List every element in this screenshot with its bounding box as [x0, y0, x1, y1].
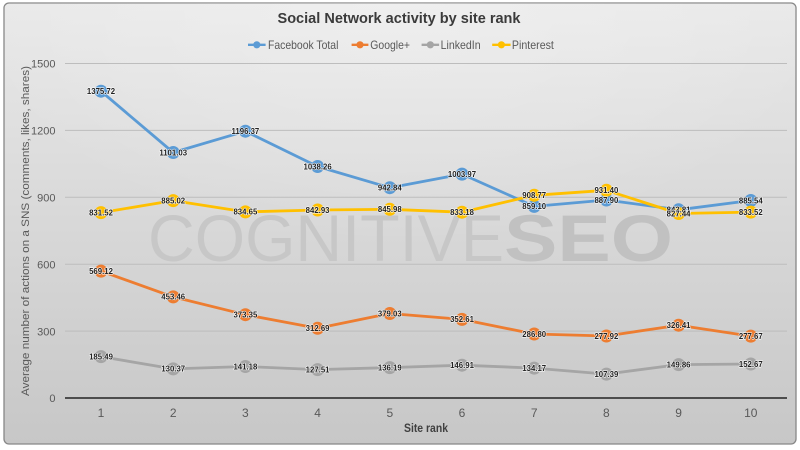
svg-text:831.52: 831.52: [89, 208, 114, 217]
svg-text:149.86: 149.86: [667, 360, 692, 369]
svg-text:0: 0: [49, 393, 55, 405]
svg-text:6: 6: [459, 406, 466, 420]
svg-text:885.54: 885.54: [739, 196, 764, 205]
svg-text:373.35: 373.35: [233, 311, 258, 320]
svg-text:LinkedIn: LinkedIn: [441, 38, 481, 52]
svg-text:842.93: 842.93: [306, 206, 331, 215]
svg-text:4: 4: [314, 406, 321, 420]
svg-text:141.18: 141.18: [233, 362, 258, 371]
svg-text:1375.72: 1375.72: [87, 87, 116, 96]
svg-text:Site rank: Site rank: [404, 421, 448, 435]
svg-text:833.52: 833.52: [739, 208, 764, 217]
svg-text:859.10: 859.10: [522, 202, 547, 211]
svg-text:834.65: 834.65: [233, 208, 258, 217]
svg-text:5: 5: [386, 406, 393, 420]
svg-text:152.67: 152.67: [739, 360, 763, 369]
svg-text:10: 10: [744, 406, 758, 420]
svg-text:326.41: 326.41: [667, 321, 692, 330]
svg-text:379.03: 379.03: [378, 309, 403, 318]
svg-text:130.37: 130.37: [161, 365, 185, 374]
svg-text:Average number of actions on a: Average number of actions on a SNS (comm…: [20, 66, 32, 396]
svg-text:SEO: SEO: [504, 201, 673, 275]
svg-text:1038.26: 1038.26: [304, 162, 333, 171]
svg-text:1200: 1200: [31, 126, 55, 138]
svg-text:146.91: 146.91: [450, 361, 475, 370]
svg-text:600: 600: [37, 259, 55, 271]
svg-text:1003.97: 1003.97: [448, 170, 476, 179]
svg-text:885.02: 885.02: [161, 196, 186, 205]
svg-text:300: 300: [37, 326, 55, 338]
svg-text:7: 7: [531, 406, 538, 420]
svg-text:107.39: 107.39: [594, 370, 619, 379]
svg-text:127.51: 127.51: [306, 365, 331, 374]
svg-text:134.17: 134.17: [522, 364, 546, 373]
svg-text:Social Network activity by sit: Social Network activity by site rank: [278, 10, 522, 27]
svg-text:185.49: 185.49: [89, 352, 114, 361]
svg-text:8: 8: [603, 406, 610, 420]
svg-text:931.40: 931.40: [594, 186, 619, 195]
svg-text:827.44: 827.44: [667, 209, 692, 218]
svg-text:908.77: 908.77: [522, 191, 546, 200]
svg-text:312.69: 312.69: [306, 324, 331, 333]
svg-text:1500: 1500: [31, 59, 55, 71]
svg-text:3: 3: [242, 406, 249, 420]
svg-text:1101.03: 1101.03: [159, 148, 187, 157]
svg-text:569.12: 569.12: [89, 267, 114, 276]
svg-text:1: 1: [98, 406, 105, 420]
svg-text:Google+: Google+: [370, 38, 410, 52]
svg-text:277.92: 277.92: [594, 332, 619, 341]
svg-text:453.46: 453.46: [161, 293, 186, 302]
svg-text:900: 900: [37, 193, 55, 205]
svg-text:843.81: 843.81: [667, 206, 692, 215]
svg-text:1196.37: 1196.37: [232, 127, 260, 136]
svg-text:286.80: 286.80: [522, 330, 547, 339]
svg-text:Pinterest: Pinterest: [512, 38, 555, 52]
svg-text:9: 9: [675, 406, 682, 420]
svg-text:833.18: 833.18: [450, 208, 475, 217]
svg-text:942.84: 942.84: [378, 184, 403, 193]
svg-text:887.90: 887.90: [594, 196, 619, 205]
svg-text:845.98: 845.98: [378, 205, 403, 214]
svg-text:2: 2: [170, 406, 177, 420]
svg-text:Facebook Total: Facebook Total: [268, 38, 338, 52]
svg-text:352.61: 352.61: [450, 315, 475, 324]
svg-text:136.19: 136.19: [378, 363, 403, 372]
svg-text:277.67: 277.67: [739, 332, 763, 341]
svg-text:COGNITIVE: COGNITIVE: [148, 201, 504, 275]
